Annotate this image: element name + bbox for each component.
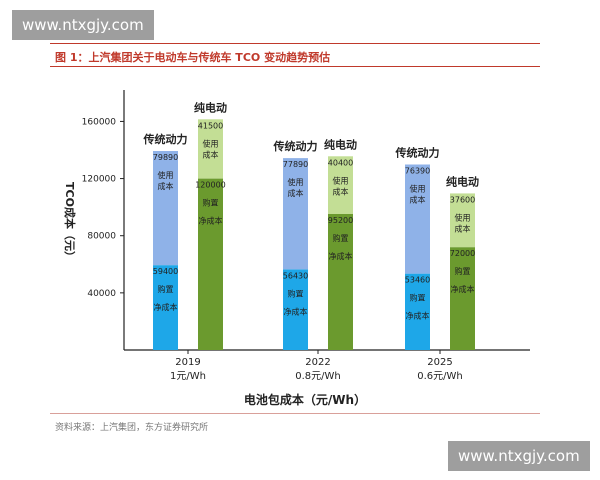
use-segment-label: 成本 — [333, 186, 349, 196]
bar-use-segment — [405, 164, 430, 274]
x-tick-cost: 0.8元/Wh — [295, 371, 341, 382]
y-tick-label: 40000 — [87, 289, 116, 299]
purchase-value-label: 56430 — [283, 271, 308, 280]
use-value-label: 37600 — [450, 195, 475, 204]
title-underline — [50, 66, 540, 67]
use-value-label: 77890 — [283, 160, 308, 169]
watermark-top: www.ntxgjy.com — [12, 10, 154, 40]
purchase-value-label: 53460 — [405, 276, 430, 285]
y-tick-label: 120000 — [82, 175, 117, 185]
x-axis-label: 电池包成本（元/Wh） — [244, 392, 366, 407]
purchase-segment-label: 净成本 — [154, 302, 178, 312]
bar-purchase-segment — [450, 247, 475, 350]
bar-category-label: 纯电动 — [446, 174, 479, 188]
use-segment-label: 成本 — [158, 181, 174, 191]
watermark-bottom: www.ntxgjy.com — [448, 441, 590, 471]
use-value-label: 41500 — [198, 121, 223, 130]
use-segment-label: 成本 — [410, 195, 426, 205]
bar-category-label: 传统动力 — [273, 139, 318, 153]
use-segment-label: 使用 — [333, 175, 349, 185]
purchase-segment-label: 购置 — [455, 266, 471, 276]
bar-use-segment — [450, 193, 475, 248]
bar-use-segment — [283, 158, 308, 270]
source-note: 资料来源：上汽集团，东方证券研究所 — [55, 423, 209, 433]
use-value-label: 40400 — [328, 158, 353, 167]
purchase-value-label: 95200 — [328, 216, 353, 225]
x-tick-cost: 1元/Wh — [170, 371, 206, 382]
bar-purchase-segment — [198, 178, 223, 350]
purchase-segment-label: 购置 — [288, 288, 304, 298]
purchase-segment-label: 净成本 — [451, 284, 475, 294]
purchase-segment-label: 购置 — [410, 293, 426, 303]
use-segment-label: 成本 — [288, 188, 304, 198]
bar-category-label: 传统动力 — [143, 132, 188, 146]
x-tick-cost: 0.6元/Wh — [417, 371, 463, 382]
y-axis-label: TCO成本（元） — [63, 182, 77, 262]
use-segment-label: 使用 — [203, 138, 219, 148]
use-segment-label: 使用 — [158, 170, 174, 180]
purchase-segment-label: 购置 — [333, 233, 349, 243]
use-value-label: 79890 — [153, 153, 178, 162]
bar-use-segment — [198, 119, 223, 179]
purchase-value-label: 59400 — [153, 267, 178, 276]
purchase-segment-label: 净成本 — [329, 251, 353, 261]
bar-category-label: 传统动力 — [395, 146, 440, 160]
bar-purchase-segment — [405, 273, 430, 350]
bar-use-segment — [328, 156, 353, 214]
bar-purchase-segment — [283, 269, 308, 350]
source-rule — [50, 413, 540, 414]
use-value-label: 76390 — [405, 167, 430, 176]
purchase-segment-label: 购置 — [203, 198, 219, 208]
figure-title: 图 1：上汽集团关于电动车与传统车 TCO 变动趋势预估 — [55, 51, 331, 64]
bar-category-label: 纯电动 — [194, 100, 227, 114]
purchase-value-label: 120000 — [195, 181, 226, 190]
x-tick-year: 2019 — [175, 357, 200, 368]
bar-purchase-segment — [153, 265, 178, 350]
purchase-segment-label: 购置 — [158, 284, 174, 294]
use-segment-label: 成本 — [455, 223, 471, 233]
x-tick-year: 2025 — [427, 357, 452, 368]
x-tick-year: 2022 — [305, 357, 330, 368]
purchase-segment-label: 净成本 — [284, 306, 308, 316]
purchase-segment-label: 净成本 — [406, 311, 430, 321]
purchase-segment-label: 净成本 — [199, 216, 223, 226]
purchase-value-label: 72000 — [450, 249, 475, 258]
bar-use-segment — [153, 151, 178, 266]
bar-purchase-segment — [328, 214, 353, 350]
y-tick-label: 80000 — [87, 232, 116, 242]
y-tick-label: 160000 — [82, 117, 117, 127]
use-segment-label: 使用 — [455, 212, 471, 222]
title-rule — [50, 43, 540, 44]
use-segment-label: 使用 — [410, 184, 426, 194]
use-segment-label: 使用 — [288, 177, 304, 187]
use-segment-label: 成本 — [203, 149, 219, 159]
bar-category-label: 纯电动 — [324, 137, 357, 151]
